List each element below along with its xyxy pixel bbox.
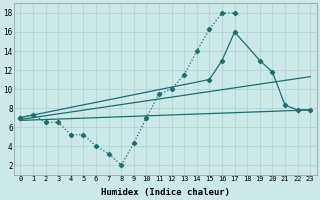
- X-axis label: Humidex (Indice chaleur): Humidex (Indice chaleur): [101, 188, 230, 197]
